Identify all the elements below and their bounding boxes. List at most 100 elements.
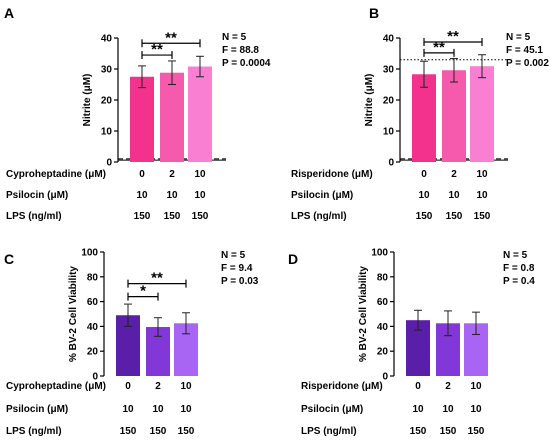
stat-text: N = 5 (506, 32, 531, 43)
condition-label: LPS (ng/ml) (301, 426, 357, 437)
condition-value: 10 (476, 169, 488, 180)
condition-value: 150 (410, 426, 427, 437)
condition-value: 10 (122, 404, 134, 415)
condition-value: 10 (194, 169, 206, 180)
significance-label: ** (151, 270, 163, 287)
y-tick-label: 20 (87, 347, 99, 358)
error-bar (450, 57, 458, 83)
y-tick-label: 20 (101, 96, 113, 107)
panel-letter: B (369, 5, 379, 21)
error-bar (196, 55, 204, 78)
condition-value: 150 (134, 211, 151, 222)
stat-text: P = 0.03 (221, 276, 259, 287)
error-bar (420, 60, 428, 88)
y-tick-label: 40 (101, 34, 113, 45)
stat-text: N = 5 (222, 32, 247, 43)
error-bar (414, 309, 422, 331)
panel-letter: C (4, 251, 14, 267)
condition-label: Psilocin (μM) (6, 404, 68, 415)
condition-value: 0 (139, 169, 145, 180)
significance-bracket (127, 292, 159, 301)
panel-letter: A (4, 5, 14, 21)
condition-value: 10 (442, 404, 454, 415)
y-tick-label: 0 (382, 372, 388, 383)
condition-value: 150 (164, 211, 181, 222)
bar-0 (130, 76, 154, 162)
condition-value: 0 (125, 381, 131, 392)
condition-label: LPS (ng/ml) (6, 426, 62, 437)
significance-bracket (127, 279, 187, 288)
condition-value: 10 (180, 404, 192, 415)
condition-label: Risperidone (μM) (301, 381, 383, 392)
condition-value: 150 (468, 426, 485, 437)
stat-text: F = 0.8 (503, 263, 535, 274)
condition-value: 2 (155, 381, 161, 392)
stat-text: F = 45.1 (506, 45, 543, 56)
stat-text: N = 5 (503, 250, 528, 261)
error-bar (444, 310, 452, 337)
error-bar (124, 303, 132, 327)
y-tick-label: 60 (377, 297, 389, 308)
y-tick-label: 0 (106, 158, 112, 169)
significance-label: ** (165, 29, 177, 46)
panel-b: B 0 10 20 30 40 Nitrite (μM) Risperidone (μM) 0 2… (291, 5, 549, 222)
y-tick-label: 0 (92, 372, 98, 383)
panel-letter: D (288, 251, 298, 267)
condition-value: 2 (169, 169, 175, 180)
y-tick-label: 80 (87, 272, 99, 283)
significance-bracket (423, 38, 483, 47)
stat-text: F = 9.4 (221, 263, 253, 274)
y-tick-label: 10 (101, 127, 113, 138)
condition-value: 150 (192, 211, 209, 222)
y-tick-label: 40 (377, 322, 389, 333)
condition-value: 150 (416, 211, 433, 222)
condition-value: 10 (136, 190, 148, 201)
error-bar (154, 317, 162, 337)
condition-value: 0 (421, 169, 427, 180)
significance-label: ** (151, 41, 163, 58)
condition-value: 150 (150, 426, 167, 437)
stat-text: F = 88.8 (222, 45, 259, 56)
condition-value: 10 (470, 381, 482, 392)
condition-value: 2 (445, 381, 451, 392)
condition-value: 10 (180, 381, 192, 392)
error-bar (182, 312, 190, 335)
y-axis-label: % BV-2 Cell Viability (68, 266, 79, 362)
y-tick-label: 20 (383, 96, 395, 107)
y-axis-label: % BV-2 Cell Viability (358, 266, 369, 362)
y-tick-label: 30 (101, 65, 113, 76)
condition-label: Psilocin (μM) (291, 190, 353, 201)
condition-value: 0 (415, 381, 421, 392)
condition-value: 10 (448, 190, 460, 201)
y-tick-label: 80 (377, 272, 389, 283)
y-tick-label: 40 (383, 34, 395, 45)
condition-value: 150 (120, 426, 137, 437)
y-tick-label: 30 (383, 65, 395, 76)
condition-value: 2 (451, 169, 457, 180)
bar-0 (412, 74, 436, 162)
y-tick-label: 0 (388, 158, 394, 169)
bar-10 (188, 66, 212, 162)
condition-label: Cyproheptadine (μM) (6, 381, 106, 392)
y-tick-label: 10 (383, 127, 395, 138)
y-tick-label: 60 (87, 297, 99, 308)
significance-label: ** (433, 39, 445, 56)
stat-text: P = 0.002 (506, 58, 549, 69)
y-tick-label: 100 (371, 248, 388, 259)
y-axis-label: Nitrite (μM) (364, 74, 375, 127)
significance-bracket (423, 48, 455, 57)
condition-value: 10 (470, 404, 482, 415)
y-tick-label: 20 (377, 347, 389, 358)
bar-2 (442, 70, 466, 162)
condition-label: LPS (ng/ml) (291, 211, 347, 222)
condition-value: 10 (194, 190, 206, 201)
bar-2 (160, 72, 184, 162)
stat-text: P = 0.4 (503, 276, 535, 287)
y-tick-label: 40 (87, 322, 99, 333)
condition-label: Cyproheptadine (μM) (6, 169, 106, 180)
condition-label: Risperidone (μM) (291, 169, 373, 180)
